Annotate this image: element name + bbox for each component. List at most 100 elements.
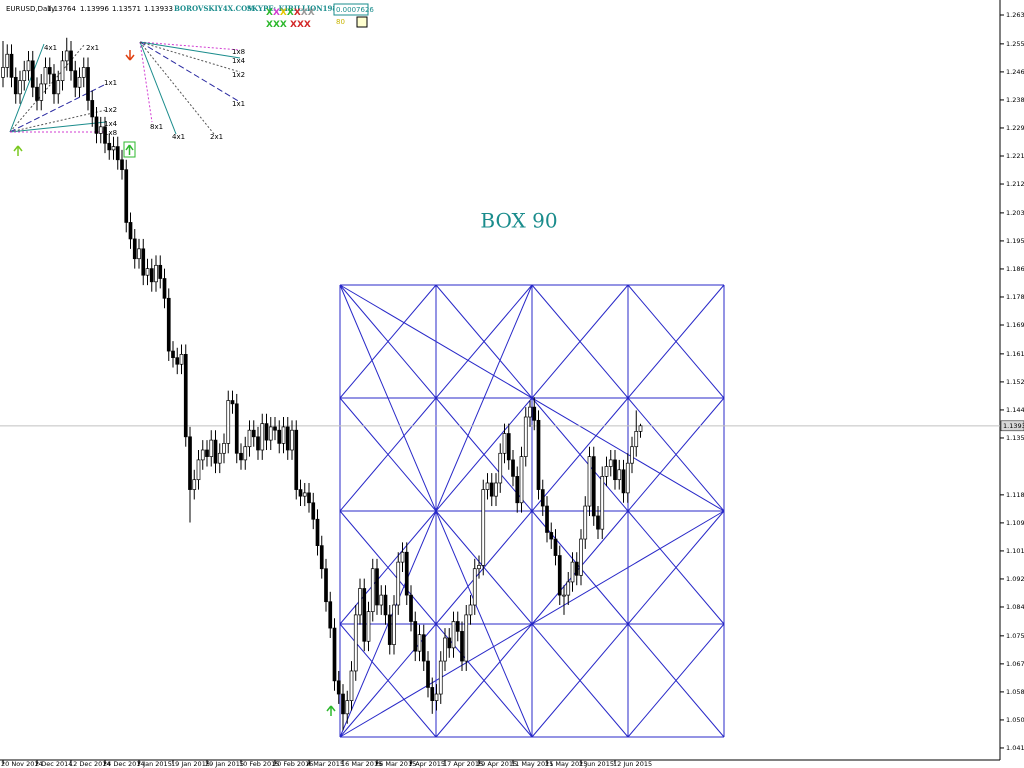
candle-body: [52, 73, 56, 95]
candle-body: [162, 278, 167, 299]
y-tick-label: 1.16990: [1006, 321, 1024, 329]
fan-label: 1x8: [104, 129, 117, 137]
box-diagonal: [435, 284, 533, 399]
y-tick-label: 1.11840: [1006, 491, 1024, 499]
fan-label: 1x2: [232, 71, 245, 79]
candle-body: [574, 561, 579, 576]
fan-label: 1x4: [104, 120, 118, 128]
candle-body: [9, 53, 14, 78]
y-tick-label: 1.09290: [1006, 575, 1024, 583]
candle-body: [115, 146, 120, 161]
indicator-marks: XXXXXXX: [266, 8, 315, 18]
candle-body: [353, 614, 358, 672]
candle-body: [154, 264, 158, 283]
candle-body: [566, 581, 571, 596]
candle-body: [260, 423, 265, 451]
candle-body: [311, 502, 316, 520]
arrow-box: [123, 141, 136, 158]
candle-body: [103, 126, 107, 144]
fan-label: 1x8: [232, 48, 245, 56]
candle-body: [455, 621, 460, 632]
candle-body: [434, 693, 439, 701]
box-diagonal: [627, 284, 725, 399]
y-tick-label: 1.15265: [1006, 378, 1024, 386]
candle-body: [468, 604, 473, 616]
indicator-mark: X: [294, 8, 301, 18]
candle-body: [60, 60, 65, 81]
fan-label: 8x1: [150, 123, 163, 131]
candle-body: [30, 60, 35, 88]
arrow-down: [125, 50, 135, 61]
candle-body: [273, 426, 277, 431]
candle-body: [132, 238, 137, 260]
x-tick-label: 12 Dec 2014: [69, 760, 111, 768]
candle-body: [591, 456, 596, 517]
x-tick-label: 7 Jan 2015: [137, 760, 172, 768]
x-tick-label: 26 Mar 2015: [375, 760, 416, 768]
indicator-mark: X: [287, 8, 294, 18]
y-tick-label: 1.19540: [1006, 237, 1024, 245]
price-label: 1.13933: [1003, 422, 1024, 430]
candle-body: [43, 67, 48, 85]
candle-body: [90, 100, 95, 118]
y-tick-label: 1.10140: [1006, 547, 1024, 555]
candle-body: [5, 53, 10, 68]
candle-body: [421, 634, 426, 662]
y-tick-label: 1.14415: [1006, 406, 1024, 414]
candle-body: [285, 426, 290, 451]
candle-body: [464, 614, 469, 662]
arrow-up: [13, 145, 23, 156]
candle-body: [557, 555, 562, 596]
candle-body: [120, 159, 124, 171]
candle-body: [13, 76, 18, 95]
candle-body: [404, 551, 409, 596]
y-tick-label: 1.18690: [1006, 265, 1024, 273]
fan-label: 2x1: [210, 133, 223, 141]
indicator-mark: X: [280, 8, 287, 18]
candle-body: [511, 459, 515, 477]
x-tick-label: 20 Nov 2014: [1, 760, 43, 768]
indicator-mark: X: [273, 8, 280, 18]
y-tick-label: 1.26390: [1006, 11, 1024, 19]
candle-body: [562, 594, 566, 597]
site: BOROVSKIY4X.COM: [174, 4, 255, 13]
candle-body: [608, 459, 613, 467]
candle-body: [247, 429, 252, 448]
candle-body: [315, 518, 320, 546]
candle-body: [264, 423, 269, 441]
candle-body: [387, 614, 392, 645]
candle-body: [324, 568, 328, 603]
y-tick-label: 1.24665: [1006, 68, 1024, 76]
candle-body: [506, 433, 511, 461]
y-tick-label: 1.21265: [1006, 180, 1024, 188]
candle-body: [149, 268, 154, 283]
candle-body: [583, 505, 588, 540]
candle-body: [634, 431, 639, 448]
candle-body: [128, 222, 133, 240]
candle-body: [222, 443, 226, 454]
fan-line: [139, 41, 153, 123]
x-tick-label: 20 Feb 2015: [273, 760, 313, 768]
box-diagonal: [531, 623, 629, 738]
ohlc-high: 1.13996: [80, 5, 109, 13]
y-tick-label: 1.13565: [1006, 434, 1024, 442]
candle-body: [519, 456, 524, 504]
candle-body: [426, 660, 430, 688]
fan-label: 1x2: [104, 106, 117, 114]
y-tick-label: 1.05015: [1006, 716, 1024, 724]
ohlc-close: 1.13933: [144, 5, 173, 13]
box-diagonal: [339, 284, 533, 738]
arrow-up: [125, 144, 134, 155]
candle-body: [536, 419, 541, 490]
candle-body: [226, 400, 231, 444]
ohlc-open: 1.13764: [47, 5, 76, 13]
fan-label: 4x1: [44, 44, 57, 52]
indicator-square: [356, 16, 368, 28]
candle-body: [298, 489, 303, 497]
fan-line: [139, 41, 241, 59]
candle-body: [158, 264, 163, 279]
box-diagonal: [339, 284, 437, 399]
candle-body: [430, 687, 435, 701]
x-tick-label: 19 Jan 2015: [171, 760, 210, 768]
